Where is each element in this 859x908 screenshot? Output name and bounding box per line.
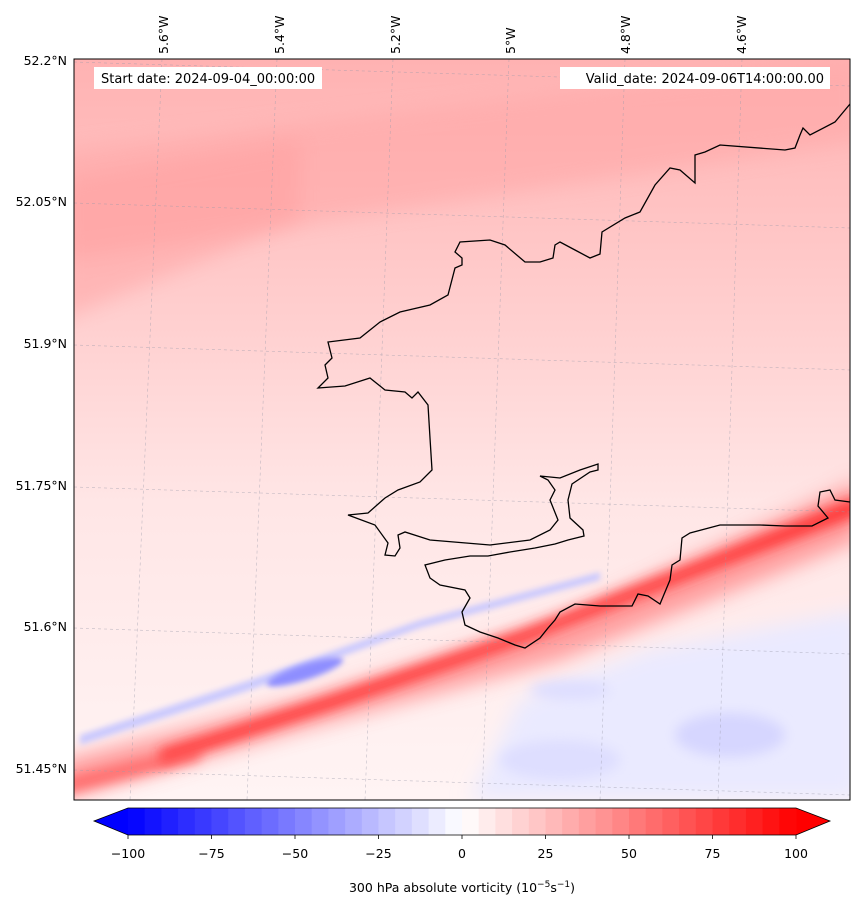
colorbar-cell	[495, 808, 513, 835]
colorbar-cell	[378, 808, 396, 835]
colorbar-cell	[445, 808, 463, 835]
valid-date-box	[560, 67, 830, 89]
colorbar-cell	[261, 808, 279, 835]
colorbar-cell	[562, 808, 580, 835]
graticule	[74, 59, 850, 800]
colorbar-cell	[144, 808, 162, 835]
vorticity-band-northwest	[74, 140, 300, 315]
colorbar-cell	[695, 808, 713, 835]
lat-label-52.05N: 52.05°N	[16, 194, 67, 209]
colorbar-tick-label: −25	[365, 846, 391, 861]
colorbar-cell	[361, 808, 379, 835]
colorbar-cell	[612, 808, 630, 835]
colorbar-cell	[528, 808, 546, 835]
colorbar-tick-label: 75	[705, 846, 721, 861]
lat-label-51.9N: 51.9°N	[24, 336, 67, 351]
lat-label-52.2N: 52.2°N	[24, 53, 67, 68]
colorbar-cell	[128, 808, 146, 835]
colorbar-cell	[295, 808, 313, 835]
vorticity-blue-patch-3	[530, 680, 610, 700]
colorbar-tick-label: 100	[784, 846, 808, 861]
colorbar-cell	[595, 808, 613, 835]
colorbar-cell	[729, 808, 747, 835]
lon-label-4.8W: 4.8°W	[618, 16, 633, 55]
colorbar-cell	[161, 808, 179, 835]
vorticity-band-front-southwest	[74, 745, 200, 792]
colorbar-cell	[194, 808, 212, 835]
colorbar-cell	[228, 808, 246, 835]
colorbar-cell	[478, 808, 496, 835]
colorbar-cells	[94, 808, 830, 835]
valid-date-text: Valid_date: 2024-09-06T14:00:00.00	[586, 72, 824, 87]
colorbar-tick-label: −50	[282, 846, 308, 861]
colorbar-cell	[462, 808, 480, 835]
start-date-text: Start date: 2024-09-04_00:00:00	[101, 72, 315, 87]
colorbar-cell	[178, 808, 196, 835]
colorbar-cell	[278, 808, 296, 835]
colorbar-cell	[512, 808, 530, 835]
colorbar: −100 −75 −50 −25 0 25 50 75 100 300 hPa absolute…	[92, 807, 832, 895]
lat-label-51.45N: 51.45°N	[16, 761, 67, 776]
lon-label-5.4W: 5.4°W	[272, 16, 287, 55]
colorbar-cell	[244, 808, 263, 835]
colorbar-cell	[411, 808, 430, 835]
colorbar-tick-label: 0	[458, 846, 466, 861]
colorbar-label: 300 hPa absolute vorticity (10−5s−1)	[349, 880, 575, 895]
colorbar-cell	[745, 808, 764, 835]
colorbar-cell	[779, 808, 797, 835]
colorbar-cell	[645, 808, 663, 835]
colorbar-tick-label: 25	[538, 846, 554, 861]
colorbar-cell	[662, 808, 680, 835]
lon-label-5.6W: 5.6°W	[156, 16, 171, 55]
colorbar-cell	[629, 808, 647, 835]
vorticity-negative-core	[266, 657, 344, 687]
start-date-box	[94, 67, 322, 89]
colorbar-cell	[311, 808, 329, 835]
lon-label-4.6W: 4.6°W	[734, 16, 749, 55]
map-panel	[74, 59, 850, 800]
vorticity-negative-strip	[80, 572, 600, 745]
lat-label-51.6N: 51.6°N	[24, 619, 67, 634]
colorbar-ticks: −100 −75 −50 −25 0 25 50 75 100	[111, 835, 808, 861]
colorbar-cell	[712, 808, 730, 835]
colorbar-cell	[679, 808, 697, 835]
colorbar-tick-label: −75	[198, 846, 224, 861]
vorticity-blue-patch-1	[675, 713, 785, 757]
colorbar-tick-label: −100	[111, 846, 145, 861]
colorbar-cell	[328, 808, 346, 835]
latitude-labels: 52.2°N 52.05°N 51.9°N 51.75°N 51.6°N 51.…	[16, 53, 67, 776]
vorticity-blue-patch-2	[500, 740, 620, 780]
colorbar-cell	[545, 808, 563, 835]
colorbar-extend-max	[796, 808, 830, 835]
colorbar-cell	[762, 808, 780, 835]
map-frame	[73, 58, 851, 801]
colorbar-cell	[345, 808, 363, 835]
vorticity-band-front-core	[160, 499, 850, 765]
coastline	[316, 103, 850, 649]
lat-label-51.75N: 51.75°N	[16, 478, 67, 493]
lon-label-5W: 5°W	[503, 27, 518, 54]
colorbar-cell	[395, 808, 413, 835]
colorbar-tick-label: 50	[621, 846, 637, 861]
longitude-labels: 5.6°W 5.4°W 5.2°W 5°W 4.8°W 4.6°W	[156, 16, 749, 55]
lon-label-5.2W: 5.2°W	[388, 16, 403, 55]
colorbar-cell	[211, 808, 229, 835]
colorbar-cell	[578, 808, 597, 835]
colorbar-cell	[428, 808, 446, 835]
